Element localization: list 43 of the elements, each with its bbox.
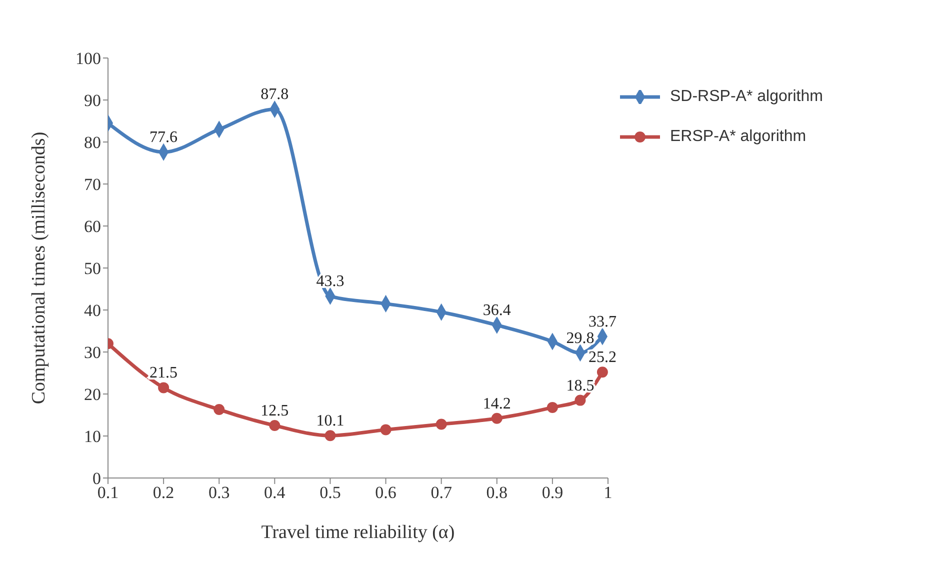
y-tick-label: 50 (84, 259, 101, 278)
legend-label: SD-RSP-A* algorithm (670, 88, 823, 106)
data-label: 29.8 (566, 330, 594, 347)
data-label: 33.7 (588, 313, 616, 330)
point (596, 366, 608, 378)
x-tick-label: 0.3 (208, 483, 230, 502)
y-tick-label: 30 (84, 343, 101, 362)
point (574, 394, 586, 406)
data-label: 12.5 (260, 402, 289, 420)
data-label: 87.8 (260, 86, 289, 104)
x-tick-label: 0.8 (486, 483, 508, 502)
x-tick-label: 0.6 (375, 483, 396, 502)
data-label: 10.1 (316, 412, 344, 430)
point (546, 402, 558, 413)
point (380, 424, 392, 436)
point (269, 420, 280, 431)
y-tick-label: 90 (84, 91, 101, 110)
y-axis-title: Computational times (milliseconds) (28, 132, 50, 404)
point (158, 382, 170, 394)
point (491, 412, 502, 424)
x-tick-label: 0.2 (152, 483, 174, 502)
point (436, 418, 447, 430)
y-tick-label: 100 (76, 49, 101, 68)
data-label: 21.5 (150, 364, 178, 382)
y-tick-label: 80 (84, 133, 101, 152)
y-tick-label: 70 (84, 175, 101, 194)
data-label: 77.6 (150, 129, 178, 146)
data-label: 14.2 (482, 395, 511, 412)
data-label: 36.4 (482, 302, 511, 320)
point (324, 430, 336, 442)
x-tick-label: 0.5 (320, 483, 341, 502)
y-tick-label: 20 (84, 385, 101, 404)
x-tick-label: 0.9 (542, 483, 564, 502)
data-label: 25.2 (588, 349, 616, 366)
x-axis-title: Travel time reliability (α) (261, 522, 455, 543)
x-tick-label: 0.4 (264, 483, 286, 502)
legend-label: ERSP-A* algorithm (670, 128, 806, 146)
y-tick-label: 40 (84, 301, 101, 320)
y-tick-label: 10 (84, 427, 101, 446)
x-tick-label: 0.7 (430, 483, 452, 502)
point (214, 404, 225, 416)
x-tick-label: 1 (604, 483, 612, 502)
y-tick-label: 60 (84, 217, 101, 236)
